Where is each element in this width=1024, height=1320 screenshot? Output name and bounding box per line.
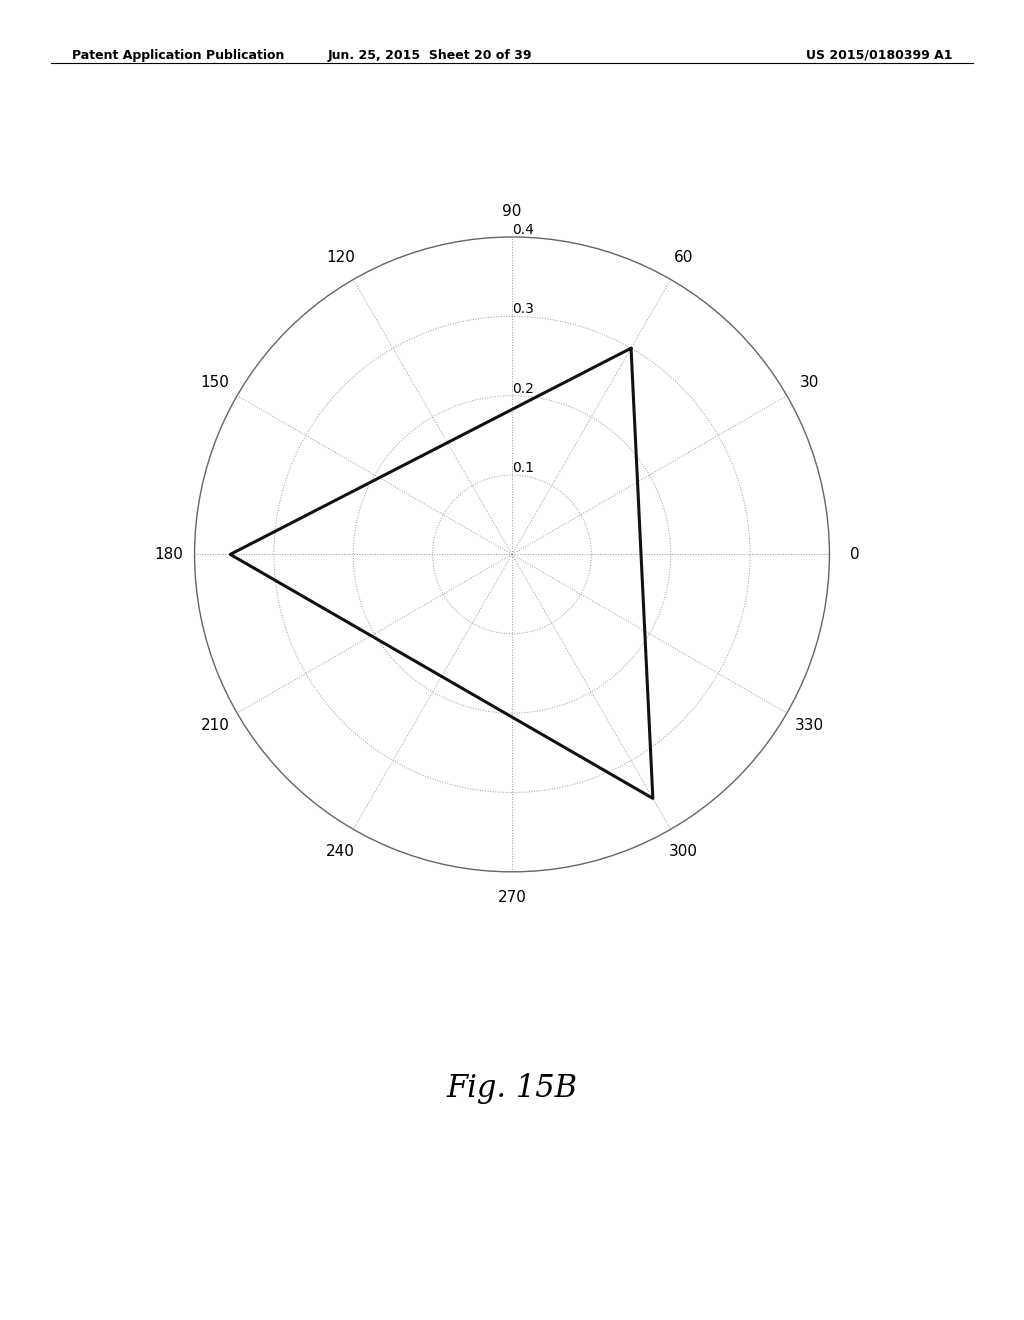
Text: Patent Application Publication: Patent Application Publication	[72, 49, 284, 62]
Text: Fig. 15B: Fig. 15B	[446, 1073, 578, 1105]
Text: US 2015/0180399 A1: US 2015/0180399 A1	[806, 49, 952, 62]
Text: Jun. 25, 2015  Sheet 20 of 39: Jun. 25, 2015 Sheet 20 of 39	[328, 49, 532, 62]
